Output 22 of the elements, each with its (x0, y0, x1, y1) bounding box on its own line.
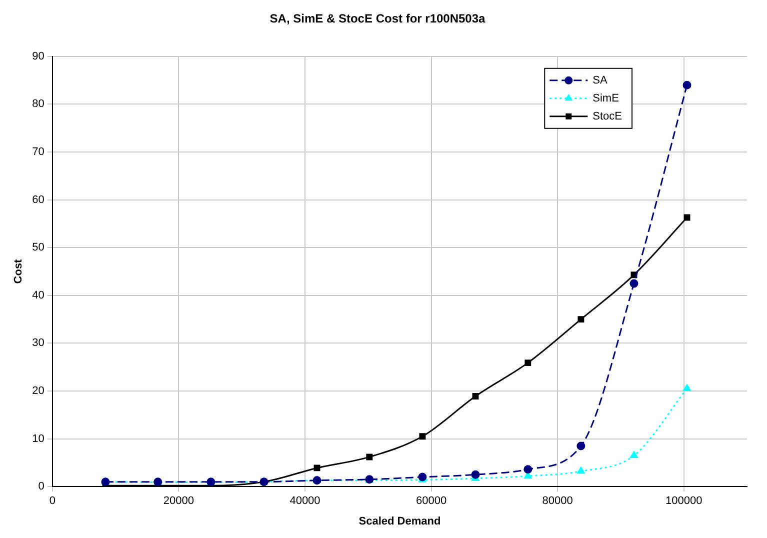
y-axis-title: Cost (12, 258, 25, 284)
y-tick-label: 90 (32, 50, 44, 62)
y-tick-label: 40 (32, 289, 44, 302)
x-tick-label: 60000 (416, 495, 447, 508)
x-tick-label: 20000 (163, 495, 194, 508)
x-tick-label: 100000 (666, 495, 702, 508)
y-tick-label: 80 (32, 98, 44, 110)
y-tick-label: 70 (32, 146, 44, 158)
y-tick-label: 10 (32, 432, 44, 445)
chart-title: SA, SimE & StocE Cost for r100N503a (270, 12, 486, 26)
y-tick-label: 50 (32, 242, 44, 254)
legend-label: SimE (592, 92, 619, 104)
y-tick-label: 0 (38, 480, 44, 493)
x-axis-title: Scaled Demand (358, 515, 441, 528)
y-tick-label: 20 (32, 385, 44, 398)
x-tick-label: 40000 (290, 495, 320, 508)
x-tick-label: 80000 (542, 495, 573, 508)
x-tick-label: 0 (49, 495, 56, 508)
y-tick-label: 30 (32, 337, 44, 350)
legend-label: SA (592, 74, 608, 86)
y-tick-label: 60 (32, 194, 44, 206)
legend-label: StocE (592, 110, 622, 122)
